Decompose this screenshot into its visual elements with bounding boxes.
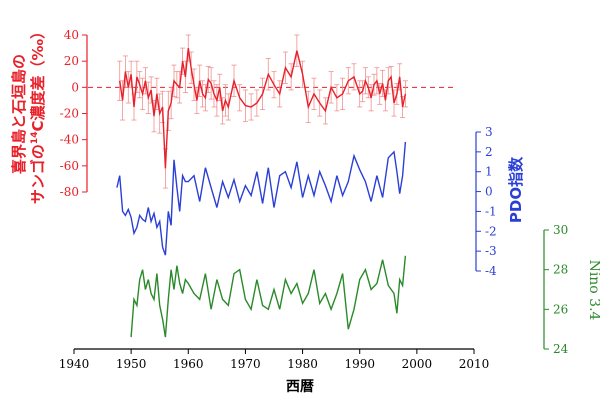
c14-axis-label-prefix: サンゴの	[29, 144, 47, 204]
c14-axis-label-line2: サンゴの14C濃度差（‰）	[29, 24, 47, 204]
pdo-tick-label: -1	[485, 204, 497, 218]
nino-tick-label: 30	[553, 223, 568, 237]
pdo-tick-label: 0	[485, 185, 493, 199]
c14-axis: 40 20 0 -20 -40 -60 -80 喜界島と石垣島の サンゴの14C濃度差（‰）	[10, 24, 88, 204]
nino-axis-label: Nino 3.4	[586, 260, 600, 321]
pdo-axis: 3 2 1 0 -1 -2 -3 -4 PDO指数	[475, 125, 525, 278]
c14-tick-label: 20	[64, 54, 79, 68]
x-tick-label: 2000	[402, 357, 433, 371]
pdo-tick-label: 2	[485, 145, 493, 159]
nino-tick-label: 28	[553, 263, 568, 277]
pdo-tick-label: -3	[485, 244, 497, 258]
x-tick-label: 1980	[287, 357, 318, 371]
c14-series-line	[119, 48, 407, 169]
pdo-tick-label: -2	[485, 224, 497, 238]
pdo-tick-label: 3	[485, 125, 493, 139]
c14-axis-label: 喜界島と石垣島の サンゴの14C濃度差（‰）	[10, 24, 47, 204]
c14-axis-ticks: 40 20 0 -20 -40 -60 -80	[60, 28, 87, 199]
x-axis: 1940 1950 1960 1970 1980 1990 2000 2010 西暦	[59, 348, 490, 395]
c14-tick-label: -60	[60, 159, 79, 173]
c14-tick-label: -40	[60, 133, 79, 147]
c14-tick-label: -80	[60, 185, 79, 199]
x-tick-label: 1940	[59, 357, 90, 371]
nino-tick-label: 26	[553, 302, 568, 316]
pdo-tick-label: 1	[485, 165, 493, 179]
x-axis-ticks: 1940 1950 1960 1970 1980 1990 2000 2010	[59, 349, 490, 371]
pdo-tick-label: -4	[485, 264, 497, 278]
c14-tick-label: 40	[64, 28, 79, 42]
pdo-axis-ticks: 3 2 1 0 -1 -2 -3 -4	[476, 125, 497, 278]
x-tick-label: 1970	[230, 357, 261, 371]
x-tick-label: 1990	[344, 357, 375, 371]
c14-axis-label-line1: 喜界島と石垣島の	[10, 54, 28, 174]
c14-axis-label-tail: C濃度差（‰）	[29, 24, 47, 132]
nino-axis-ticks: 30 28 26 24	[544, 223, 569, 356]
x-tick-label: 1950	[116, 357, 147, 371]
c14-tick-label: 0	[71, 80, 79, 94]
x-tick-label: 1960	[173, 357, 204, 371]
nino-axis: 30 28 26 24 Nino 3.4	[543, 223, 600, 356]
pdo-series-line	[116, 141, 407, 256]
nino-series-line	[130, 255, 407, 338]
pdo-axis-label: PDO指数	[507, 156, 525, 223]
c14-axis-label-sup: 14	[30, 132, 40, 145]
nino-tick-label: 24	[553, 342, 569, 356]
x-tick-label: 2010	[459, 357, 490, 371]
x-axis-label: 西暦	[286, 379, 314, 395]
c14-tick-label: -20	[60, 107, 79, 121]
